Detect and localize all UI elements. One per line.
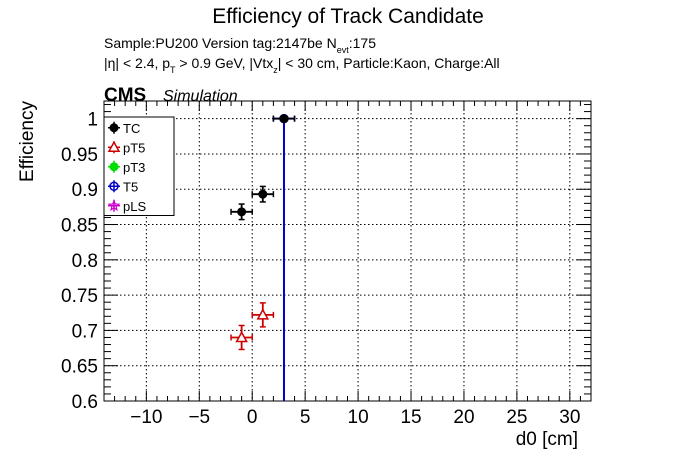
y-axis: 0.6 0.65 0.7 0.75 0.8 0.85 0.9 0.95 1 <box>61 104 591 413</box>
simulation-label: Simulation <box>163 88 238 105</box>
x-tick-label: −10 <box>130 407 162 428</box>
legend-tc-label: TC <box>123 121 140 136</box>
y-tick-label: 0.65 <box>61 357 98 378</box>
series-tc <box>230 114 296 221</box>
pt5-data-point <box>235 330 248 343</box>
y-tick-label: 0.6 <box>72 392 98 413</box>
selection-cuts-line: |η| < 2.4, pT > 0.9 GeV, |Vtxz| < 30 cm,… <box>104 55 500 75</box>
x-tick-label: 20 <box>453 407 474 428</box>
x-tick-label: 30 <box>559 407 580 428</box>
y-tick-label: 0.9 <box>72 180 98 201</box>
x-tick-label: 10 <box>348 407 369 428</box>
y-tick-label: 0.75 <box>61 286 98 307</box>
series-t5 <box>272 113 296 401</box>
tc-data-point <box>279 114 289 124</box>
series-pt5 <box>230 302 275 351</box>
tc-data-point <box>258 189 268 199</box>
chart-title: Efficiency of Track Candidate <box>212 5 484 28</box>
x-tick-label: 0 <box>247 407 258 428</box>
legend-pls-marker <box>107 199 121 212</box>
legend-t5-label: T5 <box>123 179 138 194</box>
legend-t5-marker <box>109 181 119 191</box>
y-tick-label: 0.8 <box>72 251 98 272</box>
pt5-data-point <box>256 308 270 320</box>
legend-pt5-marker <box>107 140 121 152</box>
grid-lines <box>104 101 591 402</box>
data-points <box>230 113 296 401</box>
x-axis: −10 −5 0 5 10 15 20 25 30 <box>103 101 592 428</box>
plot-frame <box>103 100 592 402</box>
plot-border <box>103 100 592 402</box>
legend: TC pT5 pT3 T5 pLS <box>103 116 175 216</box>
y-tick-label: 0.85 <box>61 216 98 237</box>
y-tick-label: 0.7 <box>72 321 98 342</box>
legend-pt5-label: pT5 <box>123 140 145 155</box>
x-tick-label: 5 <box>300 407 311 428</box>
x-tick-label: 15 <box>400 407 421 428</box>
x-axis-label: d0 [cm] <box>516 429 578 450</box>
legend-pt3-label: pT3 <box>123 160 145 175</box>
x-tick-label: −5 <box>188 407 210 428</box>
legend-tc-marker <box>109 123 119 133</box>
y-tick-label: 1 <box>87 110 98 131</box>
x-tick-label: 25 <box>506 407 527 428</box>
y-tick-label: 0.95 <box>61 145 98 166</box>
sample-info-line: Sample:PU200 Version tag:2147be Nevt:175 <box>104 35 376 55</box>
legend-pt3-marker <box>109 162 119 172</box>
legend-pls-label: pLS <box>123 199 146 214</box>
y-axis-label: Efficiency <box>17 101 38 182</box>
tc-data-point <box>237 207 247 217</box>
